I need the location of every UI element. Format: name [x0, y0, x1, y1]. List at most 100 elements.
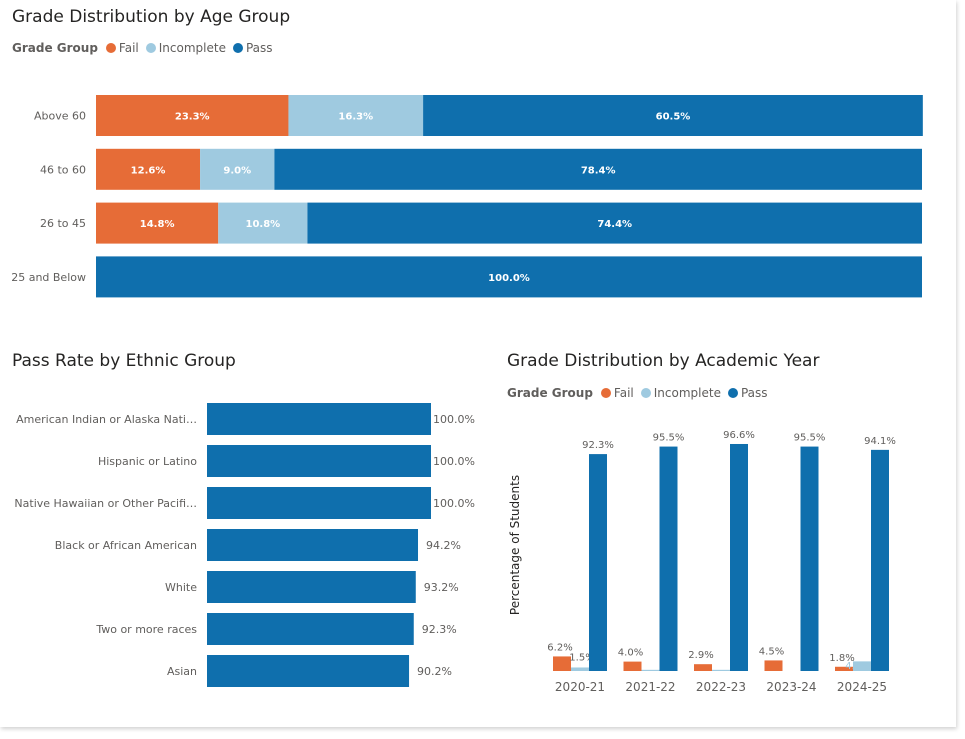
bar-fail[interactable]: [553, 656, 571, 671]
y-axis-label: Percentage of Students: [508, 475, 522, 615]
legend-item-fail[interactable]: Fail: [105, 41, 139, 55]
data-label: 100.0%: [433, 455, 475, 468]
data-label: 16.3%: [338, 112, 373, 123]
x-tick-label: 2024-25: [837, 680, 887, 694]
data-label: 74.4%: [597, 219, 632, 230]
data-label: 96.6%: [723, 430, 755, 441]
legend-title: Grade Group: [507, 386, 593, 400]
category-label: 25 and Below: [11, 271, 86, 284]
ethnic-chart: American Indian or Alaska Nati… 100.0% His…: [14, 403, 475, 687]
fail-dot-icon: [600, 388, 611, 398]
pass-dot-icon: [232, 43, 243, 53]
bar-segment-pass[interactable]: [96, 256, 922, 298]
bar[interactable]: [207, 571, 416, 603]
data-label: 1.8%: [829, 653, 854, 664]
category-label: Hispanic or Latino: [98, 455, 197, 468]
legend-item-incomplete[interactable]: Incomplete: [145, 41, 226, 55]
legend-label: Pass: [245, 41, 273, 55]
data-label: 95.5%: [653, 433, 685, 444]
age-chart: Above 60 23.3% 16.3% 60.5% 46 to 60 12.6% 9.0%…: [11, 95, 923, 298]
legend-label: Fail: [118, 41, 139, 55]
bar-fail[interactable]: [623, 661, 642, 671]
bar-pass[interactable]: [800, 446, 819, 671]
data-label: 100.0%: [433, 413, 475, 426]
bar[interactable]: [207, 487, 431, 519]
data-label: 23.3%: [175, 112, 210, 123]
pass-dot-icon: [727, 388, 738, 398]
legend-item-pass[interactable]: Pass: [232, 41, 273, 55]
bar-segment-fail[interactable]: [96, 95, 289, 136]
legend-label: Fail: [613, 386, 634, 400]
legend-item-fail[interactable]: Fail: [600, 386, 634, 400]
bar-segment-fail[interactable]: [96, 202, 219, 244]
x-tick-label: 2022-23: [696, 680, 746, 694]
incomplete-dot-icon: [640, 388, 651, 398]
data-label: 4.0%: [618, 648, 643, 659]
category-label: Black or African American: [55, 539, 197, 552]
legend-label: Pass: [740, 386, 768, 400]
bar-pass[interactable]: [730, 443, 748, 671]
x-tick-label: 2023-24: [766, 680, 816, 694]
data-label: 60.5%: [656, 112, 691, 123]
data-label: 10.8%: [246, 219, 281, 230]
bar[interactable]: [207, 613, 414, 645]
data-label: 1.5%: [569, 652, 594, 663]
category-label: American Indian or Alaska Nati…: [16, 413, 197, 426]
year-chart-title: Grade Distribution by Academic Year: [507, 351, 820, 371]
legend-label: Incomplete: [653, 386, 721, 400]
incomplete-dot-icon: [145, 43, 156, 53]
data-label: 94.2%: [426, 539, 461, 552]
data-label: 78.4%: [581, 165, 616, 176]
bar-segment-pass[interactable]: [274, 148, 922, 190]
bar-pass[interactable]: [871, 449, 889, 671]
data-label: 100.0%: [433, 497, 475, 510]
category-label: 46 to 60: [40, 163, 86, 176]
legend-item-incomplete[interactable]: Incomplete: [640, 386, 721, 400]
category-label: Above 60: [34, 110, 86, 123]
legend-label: Incomplete: [158, 41, 226, 55]
data-label: 12.6%: [131, 165, 166, 176]
legend-item-pass[interactable]: Pass: [727, 386, 768, 400]
category-label: Native Hawaiian or Other Pacifi…: [14, 497, 197, 510]
category-label: Two or more races: [95, 623, 197, 636]
data-label: 4.1%: [845, 661, 870, 672]
data-label: 14.8%: [140, 219, 175, 230]
category-label: Asian: [167, 665, 197, 678]
fail-dot-icon: [105, 43, 116, 53]
x-tick-label: 2021-22: [625, 680, 675, 694]
category-label: White: [165, 581, 197, 594]
bar[interactable]: [207, 655, 410, 687]
bar[interactable]: [207, 403, 431, 435]
report-page: Grade Distribution by Age Group Grade Gr…: [11, 7, 923, 694]
data-label: 92.3%: [422, 623, 457, 636]
data-label: 90.2%: [417, 665, 452, 678]
bar-pass[interactable]: [659, 446, 678, 671]
bar-segment-pass[interactable]: [307, 202, 922, 244]
year-chart-legend: Grade Group Fail Incomplete Pass: [507, 386, 775, 400]
bar-incomplete[interactable]: [571, 667, 589, 671]
data-label: 100.0%: [488, 273, 530, 284]
bar-segment-incomplete[interactable]: [218, 202, 308, 244]
bar-segment-incomplete[interactable]: [200, 148, 275, 190]
bar-fail[interactable]: [694, 664, 712, 671]
data-label: 2.9%: [688, 650, 713, 661]
bar-segment-incomplete[interactable]: [288, 95, 424, 136]
data-label: 6.2%: [547, 642, 572, 653]
year-chart: Percentage of Students 6.2%1.5% 92.3% 2020-…: [508, 430, 896, 694]
bar-segment-fail[interactable]: [96, 148, 201, 190]
bar-pass[interactable]: [589, 454, 607, 671]
bar[interactable]: [207, 529, 419, 561]
age-chart-legend: Grade Group Fail Incomplete Pass: [12, 41, 280, 55]
bar-fail[interactable]: [764, 660, 783, 671]
data-label: 95.5%: [794, 433, 826, 444]
bar-incomplete[interactable]: [712, 669, 730, 671]
bar-fail[interactable]: [835, 666, 853, 671]
bar-incomplete[interactable]: [641, 669, 660, 671]
category-label: 26 to 45: [40, 217, 86, 230]
bar-incomplete[interactable]: [853, 661, 871, 671]
bar[interactable]: [207, 445, 431, 477]
legend-title: Grade Group: [12, 41, 98, 55]
data-label: 9.0%: [223, 165, 251, 176]
age-chart-title: Grade Distribution by Age Group: [12, 7, 291, 27]
bar-segment-pass[interactable]: [423, 95, 923, 136]
